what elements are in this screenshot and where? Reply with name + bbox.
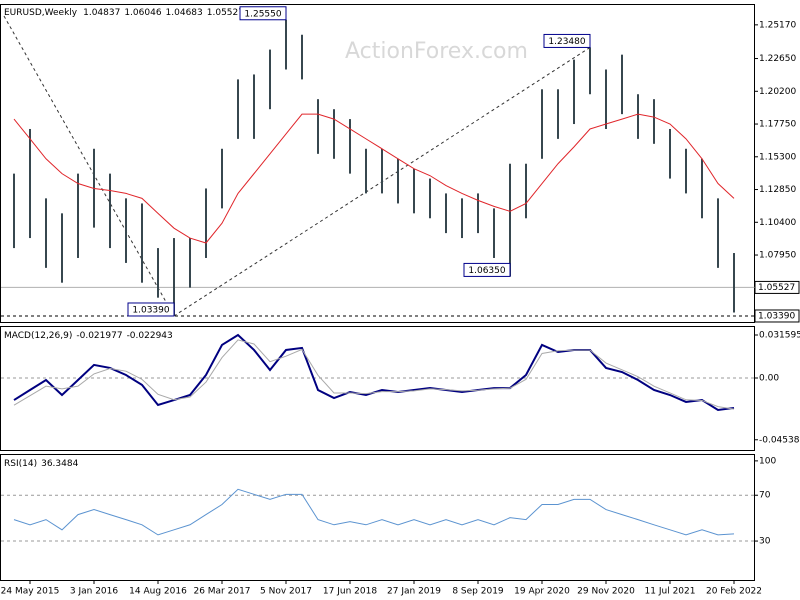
- x-tick-label: 8 Sep 2019: [452, 587, 504, 597]
- x-tick-label: 20 Feb 2022: [706, 587, 762, 597]
- x-tick-label: 26 Mar 2017: [193, 587, 250, 597]
- y-tick-label: 1.12850: [759, 185, 796, 195]
- signal-readout: -0.022943: [127, 331, 173, 341]
- macd-panel: [0, 326, 755, 451]
- x-tick-label: 14 Aug 2016: [129, 587, 187, 597]
- y-tick-label: 1.17750: [759, 120, 796, 130]
- rsi-title: RSI(14): [4, 459, 37, 469]
- y-tick-label: 1.10400: [759, 218, 796, 228]
- annotation-box: [543, 33, 591, 48]
- macd-readout: -0.021977: [76, 331, 122, 341]
- watermark: ActionForex.com: [345, 39, 528, 64]
- annotation-label: 1.03390: [132, 305, 169, 315]
- rsi-panel: [0, 454, 755, 581]
- x-tick-label: 3 Jan 2016: [70, 587, 118, 597]
- x-tick-label: 29 Nov 2020: [577, 587, 635, 597]
- y-tick-label: 1.20200: [759, 87, 796, 97]
- y-tick-label: 1.15300: [759, 152, 796, 162]
- y-tick-label: 100: [759, 456, 776, 466]
- annotation-box: [463, 262, 511, 277]
- low-tag-label: 1.03390: [758, 311, 795, 321]
- annotation-box: [239, 6, 287, 21]
- indicator-line: [13, 339, 735, 410]
- y-tick-label: 1.25170: [759, 20, 796, 30]
- moving-average: [13, 113, 735, 244]
- symbol: EURUSD,Weekly: [4, 8, 78, 18]
- rsi-header: RSI(14) 36.3484: [4, 459, 79, 469]
- macd-header: MACD(12,26,9) -0.021977 -0.022943: [4, 331, 173, 341]
- x-tick-label: 5 Nov 2017: [260, 587, 312, 597]
- indicator-line: [13, 488, 735, 536]
- y-tick-label: 70: [759, 491, 771, 501]
- annotation-label: 1.25550: [244, 9, 281, 19]
- price-header: EURUSD,Weekly 1.04837 1.06046 1.04683 1.0552…: [4, 8, 244, 18]
- x-tick-label: 11 Jul 2021: [645, 587, 696, 597]
- close-tag: [754, 280, 800, 294]
- y-tick-label: 30: [759, 537, 771, 547]
- macd-title: MACD(12,26,9): [4, 331, 72, 341]
- rsi-readout: 36.3484: [41, 459, 78, 469]
- close-tag-label: 1.05527: [758, 283, 795, 293]
- quote-close: 1.05527: [207, 8, 244, 18]
- price-panel: [0, 4, 755, 323]
- y-tick-label: 0.00: [759, 373, 779, 383]
- annotation-label: 1.06350: [468, 266, 505, 276]
- quote-open: 1.04837: [83, 8, 120, 18]
- y-tick-label: 0.031595: [759, 330, 800, 340]
- y-tick-label: 1.22650: [759, 54, 796, 64]
- y-tick-label: 1.07950: [759, 251, 796, 261]
- x-tick-label: 27 Jan 2019: [387, 587, 441, 597]
- x-tick-label: 24 May 2015: [1, 587, 60, 597]
- quote-high: 1.06046: [124, 8, 161, 18]
- quote-low: 1.04683: [166, 8, 203, 18]
- x-tick-label: 19 Apr 2020: [514, 587, 570, 597]
- x-tick-label: 17 Jun 2018: [323, 587, 377, 597]
- annotation-label: 1.23480: [548, 37, 585, 47]
- low-tag: [754, 309, 800, 323]
- annotation-box: [127, 302, 175, 317]
- y-tick-label: -0.045387: [759, 435, 800, 445]
